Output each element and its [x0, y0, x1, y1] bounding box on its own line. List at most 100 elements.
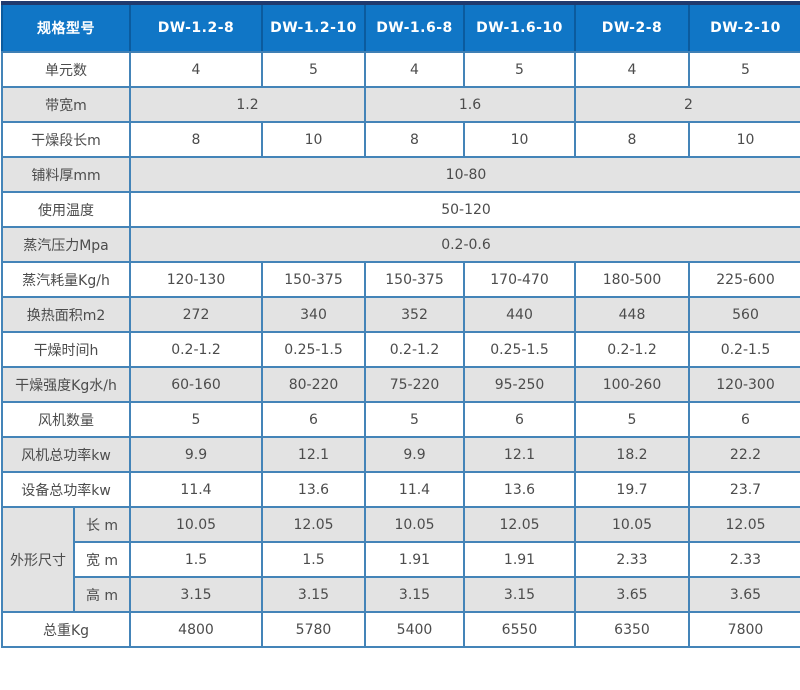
table-row-equipment-total-power: 设备总功率kw 11.4 13.6 11.4 13.6 19.7 23.7: [1, 471, 800, 508]
cell-value: 340: [261, 296, 366, 333]
cell-value: 3.65: [688, 576, 800, 613]
cell-value: 5: [129, 401, 263, 438]
cell-value: 3.15: [364, 576, 465, 613]
cell-value: 5: [463, 51, 576, 88]
table-row-steam-pressure: 蒸汽压力Mpa 0.2-0.6: [1, 226, 800, 263]
cell-value: 10.05: [364, 506, 465, 543]
row-label: 使用温度: [1, 191, 131, 228]
cell-value: 10: [261, 121, 366, 158]
row-label: 带宽m: [1, 86, 131, 123]
cell-value: 8: [574, 121, 690, 158]
cell-value: 352: [364, 296, 465, 333]
cell-value: 5: [574, 401, 690, 438]
cell-value: 50-120: [129, 191, 800, 228]
row-label: 单元数: [1, 51, 131, 88]
table-row-total-weight: 总重Kg 4800 5780 5400 6550 6350 7800: [1, 611, 800, 648]
cell-value: 120-130: [129, 261, 263, 298]
cell-value: 12.05: [261, 506, 366, 543]
cell-value: 12.05: [688, 506, 800, 543]
cell-value: 150-375: [261, 261, 366, 298]
cell-value: 6350: [574, 611, 690, 648]
row-label: 风机数量: [1, 401, 131, 438]
cell-value: 6550: [463, 611, 576, 648]
cell-value: 0.2-1.2: [364, 331, 465, 368]
row-label: 总重Kg: [1, 611, 131, 648]
row-label: 铺料厚mm: [1, 156, 131, 193]
cell-value: 0.25-1.5: [463, 331, 576, 368]
table-row-belt-width: 带宽m 1.2 1.6 2: [1, 86, 800, 123]
cell-value: 100-260: [574, 366, 690, 403]
table-row-drying-intensity: 干燥强度Kg水/h 60-160 80-220 75-220 95-250 10…: [1, 366, 800, 403]
cell-value: 9.9: [364, 436, 465, 473]
cell-value: 10: [463, 121, 576, 158]
table-row-drying-section-length: 干燥段长m 8 10 8 10 8 10: [1, 121, 800, 158]
cell-value: 19.7: [574, 471, 690, 508]
table-row-material-thickness: 铺料厚mm 10-80: [1, 156, 800, 193]
cell-value: 0.2-1.2: [574, 331, 690, 368]
cell-value: 448: [574, 296, 690, 333]
cell-value: 5: [261, 51, 366, 88]
cell-value: 10: [688, 121, 800, 158]
cell-value: 1.91: [364, 541, 465, 578]
row-label: 干燥时间h: [1, 331, 131, 368]
cell-value: 2.33: [574, 541, 690, 578]
row-sublabel: 长 m: [73, 506, 131, 543]
cell-value: 9.9: [129, 436, 263, 473]
cell-value: 22.2: [688, 436, 800, 473]
cell-value: 150-375: [364, 261, 465, 298]
cell-value: 4: [574, 51, 690, 88]
header-model: DW-1.2-10: [261, 1, 366, 53]
cell-value: 2.33: [688, 541, 800, 578]
cell-value: 1.91: [463, 541, 576, 578]
cell-value: 0.2-1.2: [129, 331, 263, 368]
cell-value: 12.1: [463, 436, 576, 473]
cell-value: 5780: [261, 611, 366, 648]
table-row-dimension-width: 宽 m 1.5 1.5 1.91 1.91 2.33 2.33: [2, 541, 800, 578]
header-model: DW-2-10: [688, 1, 800, 53]
cell-value: 12.1: [261, 436, 366, 473]
row-label-dimensions-group: 外形尺寸: [1, 506, 75, 613]
cell-value: 6: [463, 401, 576, 438]
cell-value: 3.65: [574, 576, 690, 613]
cell-value: 95-250: [463, 366, 576, 403]
cell-value: 0.25-1.5: [261, 331, 366, 368]
cell-value: 1.5: [129, 541, 263, 578]
cell-value: 2: [574, 86, 800, 123]
cell-value: 80-220: [261, 366, 366, 403]
cell-value: 8: [364, 121, 465, 158]
cell-value: 10.05: [574, 506, 690, 543]
cell-value: 5400: [364, 611, 465, 648]
cell-value: 1.6: [364, 86, 576, 123]
cell-value: 120-300: [688, 366, 800, 403]
cell-value: 11.4: [129, 471, 263, 508]
cell-value: 4800: [129, 611, 263, 648]
row-label: 风机总功率kw: [1, 436, 131, 473]
cell-value: 272: [129, 296, 263, 333]
cell-value: 1.5: [261, 541, 366, 578]
header-model: DW-1.6-8: [364, 1, 465, 53]
header-model: DW-1.2-8: [129, 1, 263, 53]
row-label: 蒸汽耗量Kg/h: [1, 261, 131, 298]
cell-value: 75-220: [364, 366, 465, 403]
cell-value: 5: [688, 51, 800, 88]
row-label: 设备总功率kw: [1, 471, 131, 508]
cell-value: 60-160: [129, 366, 263, 403]
table-row-drying-time: 干燥时间h 0.2-1.2 0.25-1.5 0.2-1.2 0.25-1.5 …: [1, 331, 800, 368]
row-label: 换热面积m2: [1, 296, 131, 333]
cell-value: 13.6: [463, 471, 576, 508]
cell-value: 170-470: [463, 261, 576, 298]
table-header-row: 规格型号 DW-1.2-8 DW-1.2-10 DW-1.6-8 DW-1.6-…: [1, 1, 800, 53]
cell-value: 11.4: [364, 471, 465, 508]
cell-value: 4: [364, 51, 465, 88]
cell-value: 23.7: [688, 471, 800, 508]
cell-value: 13.6: [261, 471, 366, 508]
cell-value: 180-500: [574, 261, 690, 298]
table-row-steam-consumption: 蒸汽耗量Kg/h 120-130 150-375 150-375 170-470…: [1, 261, 800, 298]
header-model: DW-2-8: [574, 1, 690, 53]
spec-table: 规格型号 DW-1.2-8 DW-1.2-10 DW-1.6-8 DW-1.6-…: [1, 1, 800, 648]
cell-value: 4: [129, 51, 263, 88]
cell-value: 18.2: [574, 436, 690, 473]
cell-value: 10-80: [129, 156, 800, 193]
table-row-fan-count: 风机数量 5 6 5 6 5 6: [1, 401, 800, 438]
